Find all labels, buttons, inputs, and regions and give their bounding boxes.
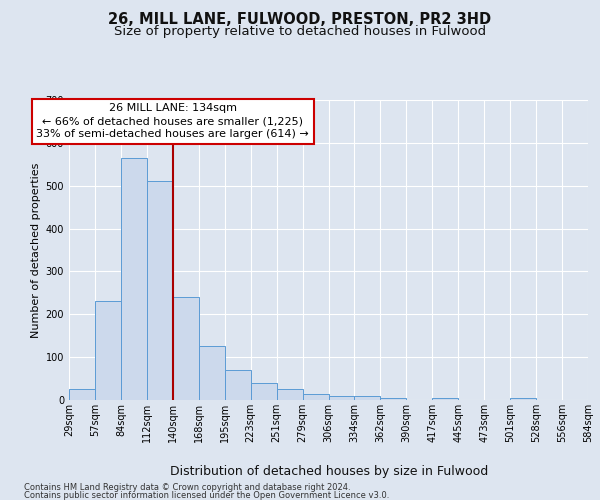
Bar <box>95 302 121 400</box>
Bar <box>251 383 277 400</box>
Bar <box>69 390 95 400</box>
Bar <box>173 297 199 400</box>
Bar <box>380 398 406 400</box>
Text: 26, MILL LANE, FULWOOD, PRESTON, PR2 3HD: 26, MILL LANE, FULWOOD, PRESTON, PR2 3HD <box>109 12 491 28</box>
Y-axis label: Number of detached properties: Number of detached properties <box>31 162 41 338</box>
Bar <box>225 370 251 400</box>
Bar <box>302 394 329 400</box>
Bar <box>329 396 355 400</box>
Bar <box>433 398 458 400</box>
Text: Contains HM Land Registry data © Crown copyright and database right 2024.: Contains HM Land Registry data © Crown c… <box>24 482 350 492</box>
Text: Size of property relative to detached houses in Fulwood: Size of property relative to detached ho… <box>114 25 486 38</box>
Bar <box>121 158 147 400</box>
Text: Contains public sector information licensed under the Open Government Licence v3: Contains public sector information licen… <box>24 490 389 500</box>
Text: Distribution of detached houses by size in Fulwood: Distribution of detached houses by size … <box>170 464 488 477</box>
Bar <box>355 396 380 400</box>
Bar <box>510 398 536 400</box>
Text: 26 MILL LANE: 134sqm
← 66% of detached houses are smaller (1,225)
33% of semi-de: 26 MILL LANE: 134sqm ← 66% of detached h… <box>37 103 309 140</box>
Bar <box>147 182 173 400</box>
Bar <box>277 390 302 400</box>
Bar <box>199 346 224 400</box>
